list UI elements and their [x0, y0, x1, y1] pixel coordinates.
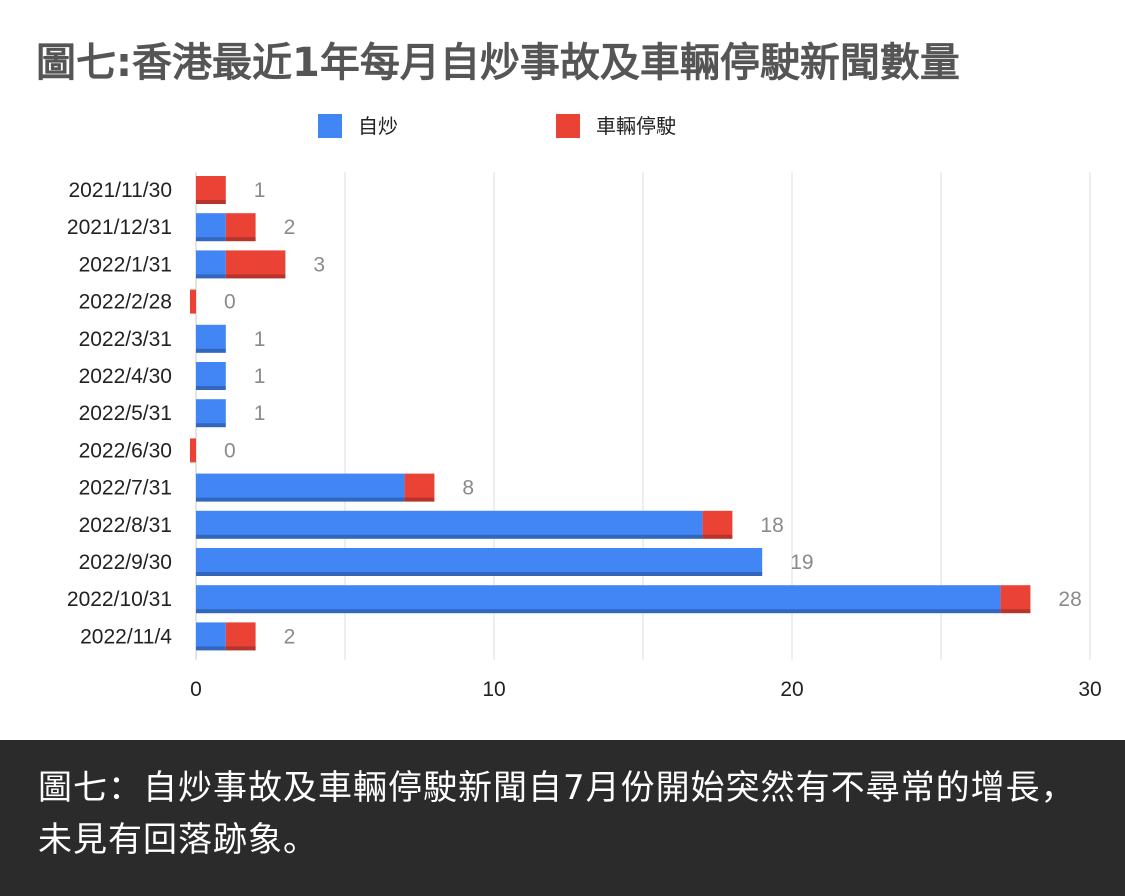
y-tick-label: 2022/5/31 [79, 402, 172, 425]
bar-segment [404, 473, 435, 502]
y-tick-label: 2022/8/31 [79, 514, 172, 537]
data-label: 0 [224, 439, 236, 462]
bar-shadow [196, 386, 226, 390]
y-tick-label: 2022/10/31 [67, 588, 172, 611]
bar-segment [196, 473, 405, 502]
caption-text: 圖七：自炒事故及車輛停駛新聞自7月份開始突然有不尋常的增長，未見有回落跡象。 [38, 768, 1076, 860]
y-tick-label: 2022/2/28 [79, 291, 172, 314]
data-label: 2 [284, 625, 296, 648]
y-tick-label: 2021/12/31 [67, 216, 172, 239]
y-tick-label: 2022/4/30 [79, 365, 172, 388]
data-label: 18 [760, 514, 783, 537]
bar-shadow [196, 423, 226, 428]
bars [190, 176, 1031, 651]
x-tick-label: 10 [482, 678, 505, 701]
bar-segment [225, 622, 256, 651]
y-tick-label: 2021/11/30 [68, 179, 172, 202]
legend-label-0: 自炒 [358, 114, 398, 138]
bar-shadow [196, 200, 226, 204]
bar-shadow [196, 348, 226, 353]
bar-shadow [196, 572, 763, 576]
bar-segment [225, 250, 286, 279]
bar-segment [196, 622, 226, 651]
chart-figure: 圖七:香港最近1年每月自炒事故及車輛停駛新聞數量 自炒 車輛停駛 2021/11/… [36, 40, 1102, 701]
y-tick-label: 2022/6/30 [79, 439, 172, 462]
legend-swatch-0 [318, 114, 342, 138]
bar-segment [196, 324, 226, 353]
legend-label-1: 車輛停駛 [596, 114, 676, 138]
data-label: 1 [254, 179, 266, 202]
bar-shadow [196, 609, 1001, 614]
bar-segment [1000, 585, 1031, 614]
data-label: 28 [1058, 588, 1081, 611]
data-label: 1 [254, 328, 266, 351]
y-tick-label: 2022/1/31 [79, 253, 172, 276]
x-tick-label: 0 [190, 678, 202, 701]
bar-shadow [404, 497, 435, 502]
data-label: 3 [313, 253, 325, 276]
bar-shadow [225, 274, 286, 279]
y-tick-label: 2022/7/31 [79, 477, 172, 500]
bar-segment [196, 176, 226, 204]
chart-title: 圖七:香港最近1年每月自炒事故及車輛停駛新聞數量 [36, 40, 960, 86]
bar-segment [196, 548, 763, 576]
x-tick-label: 20 [780, 678, 803, 701]
data-label: 1 [254, 402, 266, 425]
data-label: 8 [462, 477, 474, 500]
x-tick-label: 30 [1078, 678, 1101, 701]
grid-lines [195, 172, 1091, 660]
bar-shadow [225, 646, 256, 651]
y-axis-labels: 2021/11/30 2021/12/31 2022/1/31 2022/2/28 20… [67, 179, 172, 648]
data-label: 2 [284, 216, 296, 239]
bar-segment [702, 510, 733, 539]
bar-segment [190, 289, 196, 314]
bar-shadow [196, 534, 703, 539]
bar-shadow [225, 237, 256, 242]
bar-shadow [196, 646, 226, 651]
data-label: 1 [254, 365, 266, 388]
legend-swatch-1 [556, 114, 580, 138]
bar-segment [196, 585, 1001, 614]
y-tick-label: 2022/11/4 [80, 625, 172, 648]
bar-shadow [1000, 609, 1031, 614]
y-tick-label: 2022/9/30 [79, 551, 172, 574]
bar-segment [196, 399, 226, 428]
bar-segment [196, 362, 226, 390]
bar-shadow [702, 534, 733, 539]
bar-shadow [196, 237, 226, 242]
data-label: 0 [224, 291, 236, 314]
bar-segment [196, 510, 703, 539]
bar-segment [190, 438, 196, 463]
y-tick-label: 2022/3/31 [79, 328, 172, 351]
bar-chart: 圖七:香港最近1年每月自炒事故及車輛停駛新聞數量 自炒 車輛停駛 2021/11/… [36, 40, 1102, 701]
bar-shadow [196, 274, 226, 279]
bar-segment [196, 213, 226, 242]
x-axis-labels: 0 10 20 30 [190, 678, 1102, 701]
legend: 自炒 車輛停駛 [318, 114, 676, 138]
bar-segment [225, 213, 256, 242]
caption-panel: 圖七：自炒事故及車輛停駛新聞自7月份開始突然有不尋常的增長，未見有回落跡象。 [0, 740, 1125, 896]
data-label: 19 [790, 551, 813, 574]
bar-shadow [196, 497, 405, 502]
bar-segment [196, 250, 226, 279]
